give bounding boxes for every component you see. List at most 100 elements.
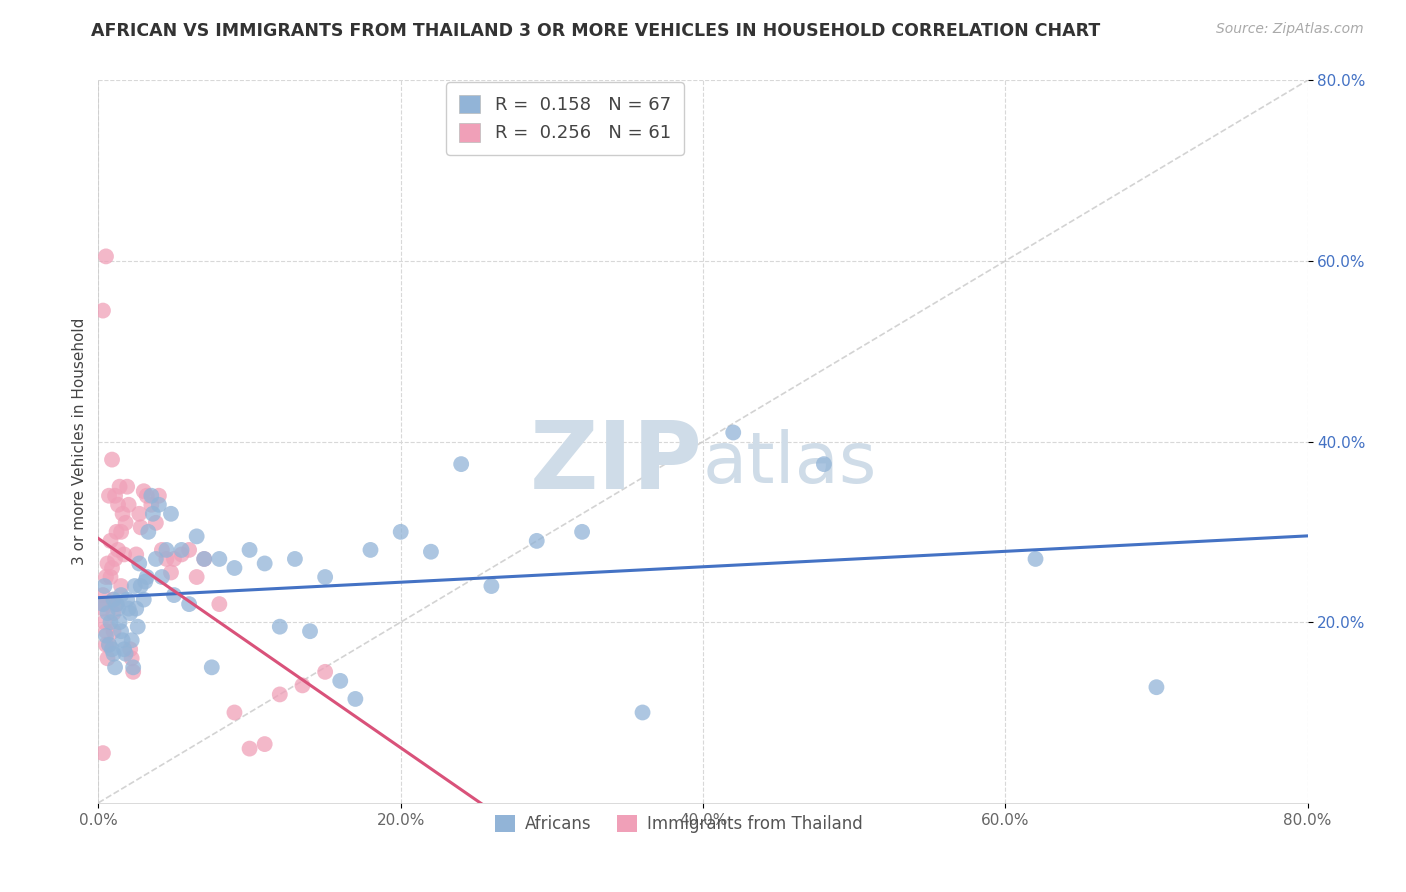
- Point: [723, 425, 745, 440]
- Point: [94, 570, 117, 584]
- Point: [170, 542, 193, 557]
- Point: [112, 548, 135, 562]
- Point: [481, 579, 503, 593]
- Point: [224, 561, 246, 575]
- Point: [314, 665, 336, 679]
- Point: [135, 489, 157, 503]
- Point: [111, 633, 134, 648]
- Point: [91, 303, 114, 318]
- Point: [208, 552, 231, 566]
- Point: [145, 552, 167, 566]
- Point: [118, 498, 141, 512]
- Point: [105, 524, 128, 539]
- Point: [101, 561, 124, 575]
- Point: [253, 557, 276, 571]
- Point: [155, 552, 177, 566]
- Text: atlas: atlas: [703, 429, 877, 498]
- Point: [94, 638, 117, 652]
- Y-axis label: 3 or more Vehicles in Household: 3 or more Vehicles in Household: [72, 318, 87, 566]
- Point: [110, 588, 132, 602]
- Point: [105, 597, 128, 611]
- Point: [110, 579, 132, 593]
- Point: [142, 507, 165, 521]
- Point: [104, 660, 127, 674]
- Point: [129, 520, 152, 534]
- Point: [103, 606, 125, 620]
- Point: [103, 592, 125, 607]
- Point: [420, 545, 443, 559]
- Point: [360, 542, 382, 557]
- Point: [163, 552, 186, 566]
- Point: [344, 692, 367, 706]
- Point: [103, 647, 125, 661]
- Point: [114, 647, 136, 661]
- Point: [124, 579, 146, 593]
- Point: [100, 533, 122, 548]
- Point: [170, 548, 193, 562]
- Point: [208, 597, 231, 611]
- Point: [115, 480, 138, 494]
- Point: [145, 516, 167, 530]
- Point: [284, 552, 307, 566]
- Point: [571, 524, 593, 539]
- Point: [186, 529, 208, 543]
- Point: [100, 570, 122, 584]
- Point: [224, 706, 246, 720]
- Point: [179, 542, 201, 557]
- Point: [193, 552, 215, 566]
- Point: [450, 457, 472, 471]
- Point: [155, 542, 177, 557]
- Point: [129, 579, 152, 593]
- Point: [110, 624, 132, 639]
- Point: [91, 746, 114, 760]
- Point: [160, 566, 183, 580]
- Point: [104, 552, 127, 566]
- Point: [121, 651, 143, 665]
- Point: [107, 542, 129, 557]
- Point: [1144, 680, 1167, 694]
- Point: [201, 660, 224, 674]
- Point: [101, 452, 124, 467]
- Point: [128, 557, 150, 571]
- Point: [148, 489, 170, 503]
- Point: [112, 642, 135, 657]
- Point: [150, 542, 173, 557]
- Point: [128, 507, 150, 521]
- Point: [93, 615, 115, 630]
- Point: [108, 615, 131, 630]
- Point: [299, 624, 322, 639]
- Point: [94, 624, 117, 639]
- Point: [186, 570, 208, 584]
- Point: [91, 588, 114, 602]
- Point: [108, 480, 131, 494]
- Point: [91, 597, 114, 611]
- Point: [96, 557, 118, 571]
- Point: [253, 737, 276, 751]
- Point: [96, 651, 118, 665]
- Point: [103, 624, 125, 639]
- Point: [125, 548, 148, 562]
- Point: [94, 629, 117, 643]
- Point: [121, 633, 143, 648]
- Point: [179, 597, 201, 611]
- Point: [1024, 552, 1046, 566]
- Text: Source: ZipAtlas.com: Source: ZipAtlas.com: [1216, 22, 1364, 37]
- Point: [122, 660, 145, 674]
- Point: [193, 552, 215, 566]
- Point: [122, 665, 145, 679]
- Point: [118, 601, 141, 615]
- Point: [813, 457, 835, 471]
- Point: [239, 741, 262, 756]
- Point: [239, 542, 262, 557]
- Point: [93, 597, 115, 611]
- Point: [100, 615, 122, 630]
- Point: [135, 570, 157, 584]
- Text: AFRICAN VS IMMIGRANTS FROM THAILAND 3 OR MORE VEHICLES IN HOUSEHOLD CORRELATION : AFRICAN VS IMMIGRANTS FROM THAILAND 3 OR…: [91, 22, 1101, 40]
- Point: [134, 574, 156, 589]
- Point: [110, 524, 132, 539]
- Point: [631, 706, 654, 720]
- Point: [329, 673, 352, 688]
- Point: [93, 579, 115, 593]
- Point: [125, 601, 148, 615]
- Point: [269, 687, 291, 701]
